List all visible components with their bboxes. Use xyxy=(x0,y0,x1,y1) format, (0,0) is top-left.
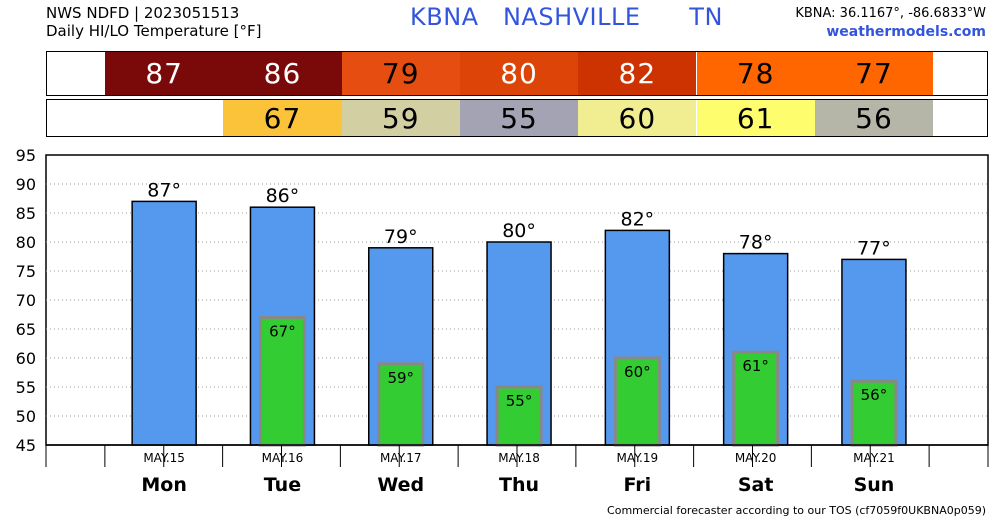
low-temp-cell: 67 xyxy=(223,100,342,136)
date-label: MAY.18 xyxy=(498,451,540,465)
day-label: Thu xyxy=(499,474,539,496)
y-tick-label: 60 xyxy=(16,349,36,368)
date-label: MAY.21 xyxy=(853,451,895,465)
day-label: Sun xyxy=(854,474,895,496)
low-temp-cell: 60 xyxy=(578,100,697,136)
y-tick-label: 65 xyxy=(16,320,36,339)
y-tick-label: 55 xyxy=(16,378,36,397)
day-label: Fri xyxy=(624,474,652,496)
y-tick-label: 45 xyxy=(16,436,36,455)
high-temp-cell: 87 xyxy=(105,52,224,95)
day-label: Tue xyxy=(264,474,301,496)
low-bar xyxy=(377,362,425,447)
low-temp-strip: 67 59 55 60 61 56 xyxy=(46,99,988,137)
high-label: 82° xyxy=(621,208,655,230)
low-label: 56° xyxy=(861,386,888,404)
high-label: 80° xyxy=(502,220,536,242)
y-tick-label: 50 xyxy=(16,407,36,426)
low-label: 60° xyxy=(624,363,651,381)
high-temp-cell: 82 xyxy=(578,52,697,95)
y-tick-label: 85 xyxy=(16,204,36,223)
day-label: Sat xyxy=(738,474,774,496)
chart-subtitle: Daily HI/LO Temperature [°F] xyxy=(46,22,262,40)
low-label: 55° xyxy=(506,392,533,410)
low-bar xyxy=(732,350,780,447)
high-label: 86° xyxy=(266,185,300,207)
high-bar xyxy=(131,200,197,446)
high-temp-cell: 77 xyxy=(814,52,934,95)
day-label: Wed xyxy=(377,474,424,496)
high-temp-cell: 78 xyxy=(696,52,815,95)
high-label: 79° xyxy=(384,226,418,248)
high-temp-cell: 86 xyxy=(223,52,342,95)
site-link[interactable]: weathermodels.com xyxy=(826,24,986,40)
low-label: 61° xyxy=(742,357,769,375)
low-label: 59° xyxy=(387,369,414,387)
day-label: Mon xyxy=(141,474,187,496)
chart-title: NWS NDFD | 2023051513 xyxy=(46,4,240,22)
station-name: KBNA NASHVILLE TN xyxy=(410,3,723,31)
low-bar xyxy=(613,356,661,447)
y-tick-label: 75 xyxy=(16,262,36,281)
high-temp-cell: 80 xyxy=(459,52,579,95)
date-label: MAY.17 xyxy=(380,451,422,465)
high-label: 87° xyxy=(147,179,181,201)
date-label: MAY.20 xyxy=(735,451,777,465)
date-label: MAY.19 xyxy=(617,451,659,465)
y-tick-label: 95 xyxy=(16,146,36,165)
low-temp-cell xyxy=(105,100,224,136)
high-temp-strip: 87 86 79 80 82 78 77 xyxy=(46,51,988,96)
low-label: 67° xyxy=(269,322,296,340)
y-tick-label: 90 xyxy=(16,175,36,194)
low-temp-cell: 55 xyxy=(459,100,579,136)
low-temp-cell: 59 xyxy=(341,100,460,136)
footer-note: Commercial forecaster according to our T… xyxy=(607,504,986,517)
high-temp-cell: 79 xyxy=(341,52,460,95)
low-temp-cell: 61 xyxy=(696,100,815,136)
low-temp-cell: 56 xyxy=(814,100,934,136)
y-tick-label: 70 xyxy=(16,291,36,310)
date-label: MAY.16 xyxy=(262,451,304,465)
high-label: 78° xyxy=(739,232,773,254)
y-tick-label: 80 xyxy=(16,233,36,252)
high-label: 77° xyxy=(857,237,891,259)
station-coordinates: KBNA: 36.1167°, -86.6833°W xyxy=(795,6,986,21)
